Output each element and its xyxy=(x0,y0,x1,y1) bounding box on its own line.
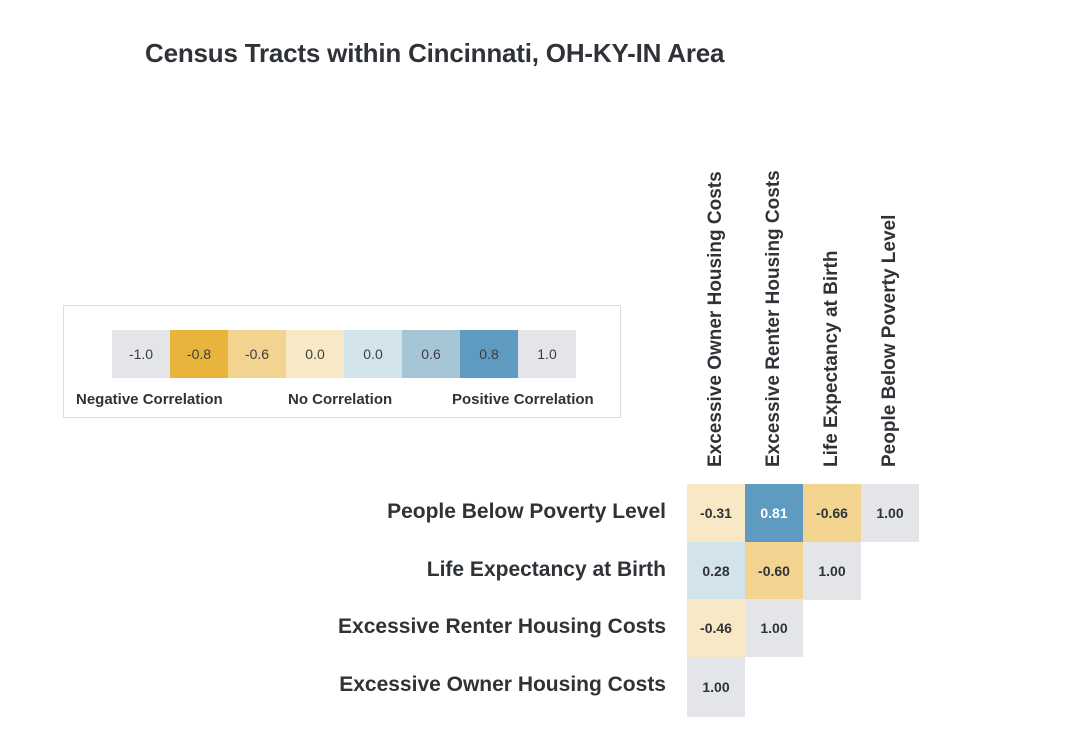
heatmap-cell: -0.46 xyxy=(687,599,745,657)
heatmap-cell: 1.00 xyxy=(745,599,803,657)
heatmap-cell: 1.00 xyxy=(861,484,919,542)
legend-swatch: 0.0 xyxy=(286,330,344,378)
column-label: People Below Poverty Level xyxy=(879,214,900,467)
legend-swatch: -0.8 xyxy=(170,330,228,378)
heatmap-cell: 1.00 xyxy=(687,656,745,717)
legend-swatch: 0.6 xyxy=(402,330,460,378)
color-legend: -1.0 -0.8 -0.6 0.0 0.0 0.6 0.8 1.0 Negative Cor… xyxy=(63,305,621,418)
legend-swatches: -1.0 -0.8 -0.6 0.0 0.0 0.6 0.8 1.0 xyxy=(112,330,576,378)
column-label: Excessive Owner Housing Costs xyxy=(705,171,726,467)
legend-label-none: No Correlation xyxy=(288,391,393,408)
legend-swatch: 0.8 xyxy=(460,330,518,378)
legend-swatch: 1.0 xyxy=(518,330,576,378)
legend-swatch: -1.0 xyxy=(112,330,170,378)
heatmap-cell: -0.31 xyxy=(687,484,745,542)
column-label: Excessive Renter Housing Costs xyxy=(763,170,784,467)
legend-swatch: 0.0 xyxy=(344,330,402,378)
legend-label-positive: Positive Correlation xyxy=(452,391,594,408)
heatmap-cell: 1.00 xyxy=(803,541,861,600)
legend-swatch: -0.6 xyxy=(228,330,286,378)
row-label: Life Expectancy at Birth xyxy=(426,557,666,581)
heatmap-cell: -0.60 xyxy=(745,541,803,600)
row-label: People Below Poverty Level xyxy=(387,500,666,523)
heatmap-cell: 0.28 xyxy=(687,541,745,600)
chart-title: Census Tracts within Cincinnati, OH-KY-I… xyxy=(145,38,725,68)
heatmap-cell: 0.81 xyxy=(745,484,803,542)
row-label: Excessive Owner Housing Costs xyxy=(339,672,666,696)
column-label: Life Expectancy at Birth xyxy=(821,250,842,467)
row-label: Excessive Renter Housing Costs xyxy=(338,615,666,638)
legend-label-negative: Negative Correlation xyxy=(76,391,223,408)
heatmap-cell: -0.66 xyxy=(803,484,861,542)
